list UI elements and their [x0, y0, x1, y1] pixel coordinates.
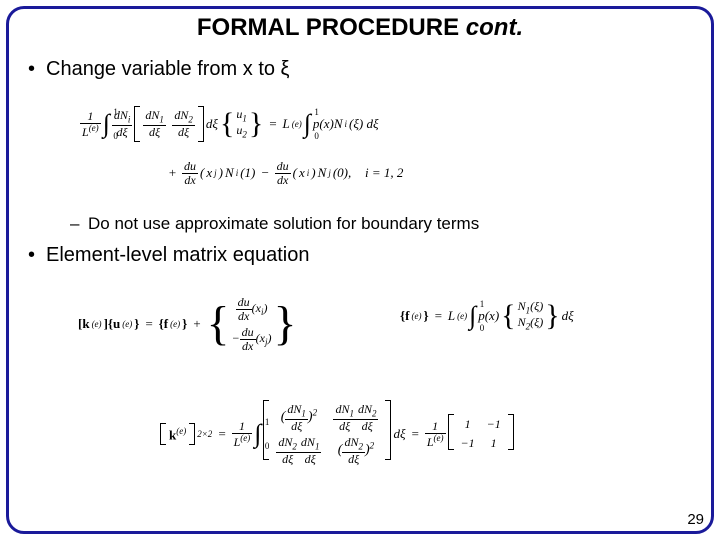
eq1-rhs-L: L	[283, 116, 290, 132]
bullet-1: •Change variable from x to ξ	[28, 58, 692, 81]
N-vector: N1(ξ) N2(ξ)	[518, 300, 544, 331]
page-number: 29	[687, 511, 704, 528]
row-vector: dN1dξ dN2dξ	[134, 106, 204, 142]
bullet-marker: •	[28, 58, 46, 81]
bullet-1-sub: –Do not use approximate solution for bou…	[70, 214, 692, 234]
integral-1: ∫10	[103, 109, 110, 139]
bullet-2-text: Element-level matrix equation	[46, 244, 309, 266]
eq1-dxi: dξ	[206, 116, 218, 132]
brace-big-r: }	[274, 307, 297, 341]
title-italic: cont.	[466, 14, 523, 41]
stiffness-result-matrix: 1−1−11	[448, 414, 514, 454]
equation-4: k(e)2×2 = 1L(e) ∫10 (dN1dξ)2 dN1dξdN2dξ …	[160, 400, 514, 469]
flux-vector: dudx(xi) −dudx(xj)	[232, 296, 272, 352]
integral-1b: ∫10	[304, 109, 311, 139]
eq2-index: i = 1, 2	[365, 165, 403, 181]
eq1-den-sup: (e)	[89, 123, 99, 133]
u-vector: u1u2	[236, 108, 247, 139]
eq1-den: L	[82, 125, 89, 139]
eq1-num: 1	[80, 110, 101, 124]
integral-3: ∫10	[469, 301, 476, 331]
title-plain: FORMAL PROCEDURE	[197, 14, 466, 41]
stiffness-integrand-matrix: (dN1dξ)2 dN1dξdN2dξ dN2dξdN1dξ (dN2dξ)2	[263, 400, 391, 469]
slide-title: FORMAL PROCEDURE cont.	[0, 14, 720, 42]
bullet-1-text: Change variable from x to ξ	[46, 58, 290, 80]
equation-1: 1L(e) ∫10 dNidξ dN1dξ dN2dξ dξ { u1u2 } …	[80, 106, 379, 142]
bullet-2: •Element-level matrix equation	[28, 244, 692, 267]
brace-r: }	[249, 112, 263, 136]
brace-big-l: {	[207, 307, 230, 341]
equation-3-right: {f(e)} = L(e) ∫10 p(x) { N1(ξ) N2(ξ) } d…	[400, 300, 574, 331]
equation-3-left: [k(e)]{u(e)} = {f(e)} + { dudx(xi) −dudx…	[78, 296, 297, 352]
brace-r-2: }	[545, 304, 559, 328]
subbullet-marker: –	[70, 214, 88, 234]
bullet-marker-2: •	[28, 244, 46, 267]
k-matrix-label: k(e)	[160, 423, 195, 445]
brace-l-2: {	[501, 304, 515, 328]
integral-4: ∫10	[254, 419, 261, 449]
brace-l: {	[220, 112, 234, 136]
bullet-1-sub-text: Do not use approximate solution for boun…	[88, 214, 479, 233]
equation-2: + dudx (xj)Ni(1) − dudx (xi)Nj(0), i = 1…	[168, 160, 403, 186]
